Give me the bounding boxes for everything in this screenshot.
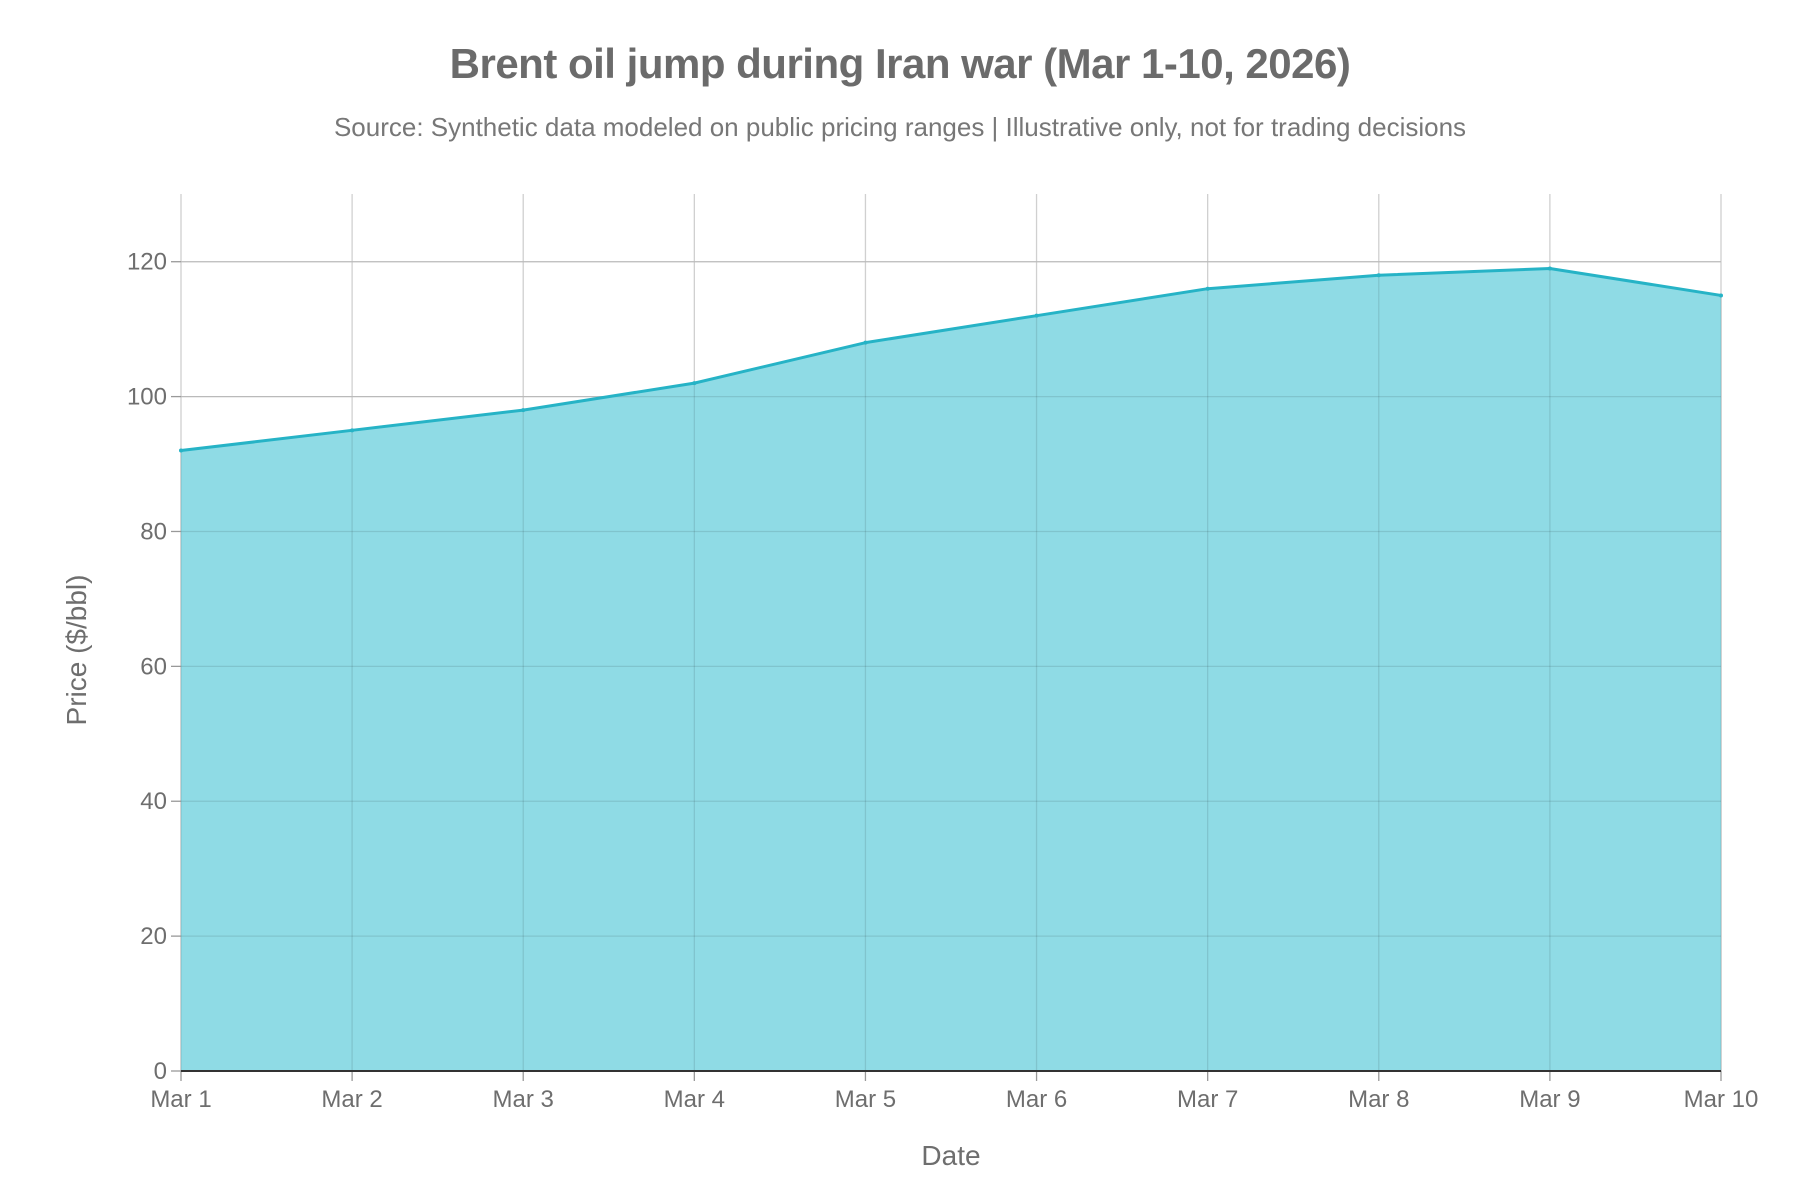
- x-tick-label: Mar 9: [1519, 1086, 1580, 1113]
- data-point: [863, 340, 868, 345]
- x-tick-label: Mar 1: [150, 1086, 211, 1113]
- data-point: [1719, 293, 1723, 298]
- y-tick-label: 100: [127, 384, 167, 411]
- series-line: [180, 266, 1722, 453]
- data-point: [350, 428, 355, 433]
- x-tick-label: Mar 7: [1177, 1086, 1238, 1113]
- x-tick-label: Mar 2: [321, 1086, 382, 1113]
- y-tick-label: 60: [140, 653, 167, 680]
- y-tick-label: 120: [127, 249, 167, 276]
- x-tick-label: Mar 8: [1348, 1086, 1409, 1113]
- y-axis-title: Price ($/bbl): [61, 575, 92, 726]
- data-point: [179, 448, 183, 453]
- area-layer: [179, 261, 1723, 1071]
- area-fill: [181, 268, 1721, 1071]
- data-point: [1205, 286, 1210, 291]
- x-tick-label: Mar 6: [1006, 1086, 1067, 1113]
- x-tick-label: Mar 5: [835, 1086, 896, 1113]
- chart-title: Brent oil jump during Iran war (Mar 1-10…: [449, 40, 1351, 87]
- axis-layer: [171, 261, 1722, 1081]
- data-point: [1376, 273, 1381, 278]
- y-tick-label: 80: [140, 518, 167, 545]
- data-point: [521, 408, 526, 413]
- data-point: [1034, 313, 1039, 318]
- data-point: [692, 381, 697, 386]
- chart-subtitle: Source: Synthetic data modeled on public…: [333, 112, 1467, 142]
- x-tick-label: Mar 4: [664, 1086, 725, 1113]
- label-layer: 0 20 40 60 80 100 120 Mar 1 Mar 2 Mar 3 Mar 4 Mar 5…: [127, 249, 1758, 1113]
- y-tick-label: 40: [140, 788, 167, 815]
- x-tick-label: Mar 3: [493, 1086, 554, 1113]
- data-point: [1547, 266, 1552, 271]
- y-tick-label: 0: [154, 1058, 167, 1085]
- y-tick-label: 20: [140, 923, 167, 950]
- x-axis-title: Date: [921, 1140, 980, 1171]
- x-tick-label: Mar 10: [1684, 1086, 1759, 1113]
